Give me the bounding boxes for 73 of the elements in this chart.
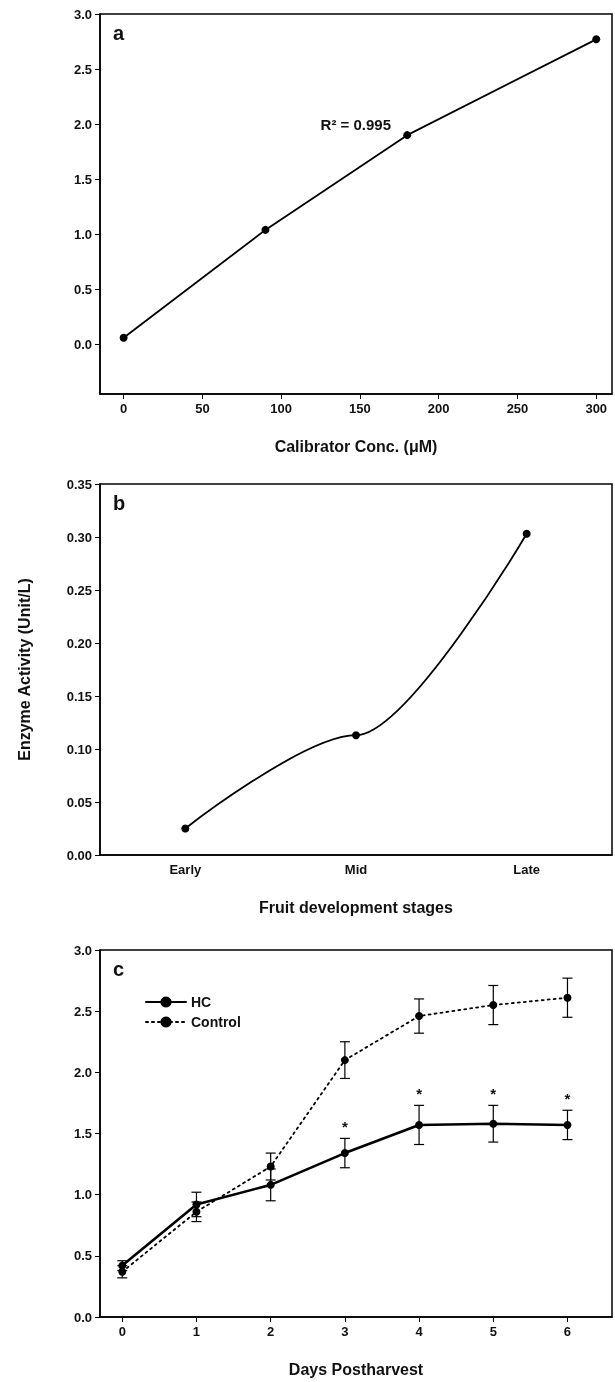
point — [415, 1012, 424, 1021]
x-tick-label: 100 — [270, 401, 293, 416]
chart-title: c — [113, 958, 125, 980]
point — [192, 1207, 201, 1216]
point — [522, 529, 531, 538]
x-axis-title: Fruit development stages — [259, 898, 454, 916]
x-tick-label: 0 — [118, 1324, 126, 1339]
point — [592, 35, 601, 44]
y-tick-label: 0.5 — [73, 1248, 92, 1264]
y-tick-label: 0.10 — [66, 741, 92, 757]
x-tick-label: 6 — [563, 1324, 572, 1339]
x-tick-label: 250 — [506, 401, 529, 416]
x-tick-label: 4 — [415, 1324, 424, 1339]
y-tick-label: 1.0 — [73, 1187, 92, 1203]
point — [403, 131, 412, 140]
y-tick-label: 0.15 — [66, 688, 92, 704]
y-tick-label: 3.0 — [73, 6, 92, 22]
annotation: R² = 0.995 — [320, 115, 392, 133]
chart-title: a — [113, 22, 125, 44]
y-tick-label: 1.0 — [73, 226, 92, 242]
point — [489, 1119, 498, 1128]
point — [118, 1267, 127, 1276]
y-tick-label: 0.00 — [66, 847, 92, 863]
y-tick-label: 2.5 — [73, 61, 92, 77]
point — [266, 1180, 275, 1189]
x-tick-label: Mid — [344, 862, 368, 877]
y-tick-label: 0.20 — [66, 635, 92, 651]
y-tick-label: 3.0 — [73, 942, 92, 958]
x-tick-label: Late — [513, 862, 541, 877]
x-tick-label: 5 — [489, 1324, 497, 1339]
y-tick-label: 1.5 — [73, 1126, 92, 1141]
point — [192, 1200, 201, 1209]
point — [266, 1162, 275, 1171]
x-tick-label: 200 — [427, 401, 450, 416]
annotation: * — [341, 1117, 348, 1135]
point — [352, 731, 360, 740]
chart-title: b — [113, 492, 126, 514]
point — [181, 824, 190, 833]
y-tick-label: 0.25 — [66, 582, 92, 598]
x-tick-label: 300 — [585, 401, 608, 416]
point — [415, 1120, 424, 1129]
point — [489, 1001, 498, 1010]
y-tick-label: 2.0 — [73, 116, 92, 132]
x-axis-title: Days Postharvest — [288, 1360, 424, 1378]
y-axis-title: Enzyme Activity (Unit/L) — [15, 578, 33, 761]
legend-label: Control — [191, 1014, 241, 1030]
point — [119, 333, 128, 342]
point — [340, 1056, 349, 1065]
annotation: * — [416, 1084, 423, 1102]
point — [261, 225, 270, 234]
legend-label: HC — [191, 994, 212, 1010]
annotation: * — [564, 1089, 571, 1107]
x-axis-title: Calibrator Conc. (μM) — [274, 437, 438, 455]
x-tick-label: 0 — [120, 401, 128, 416]
x-tick-label: 2 — [267, 1324, 275, 1339]
y-tick-label: 2.5 — [73, 1003, 92, 1019]
y-tick-label: 0.35 — [66, 476, 92, 492]
y-tick-label: 2.0 — [73, 1064, 92, 1080]
y-tick-label: 0.30 — [66, 529, 92, 545]
y-tick-label: 0.0 — [73, 1309, 92, 1325]
y-tick-label: 0.0 — [73, 336, 92, 352]
point — [340, 1149, 349, 1158]
x-tick-label: 3 — [341, 1324, 349, 1339]
x-tick-label: Early — [169, 862, 202, 877]
y-tick-label: 0.5 — [73, 281, 92, 297]
y-tick-label: 0.05 — [66, 794, 92, 810]
point — [563, 1120, 572, 1129]
annotation: * — [490, 1084, 497, 1102]
x-tick-label: 150 — [349, 401, 371, 416]
point — [563, 993, 572, 1002]
x-tick-label: 1 — [192, 1324, 201, 1339]
y-tick-label: 1.5 — [73, 171, 92, 187]
x-tick-label: 50 — [195, 401, 210, 416]
